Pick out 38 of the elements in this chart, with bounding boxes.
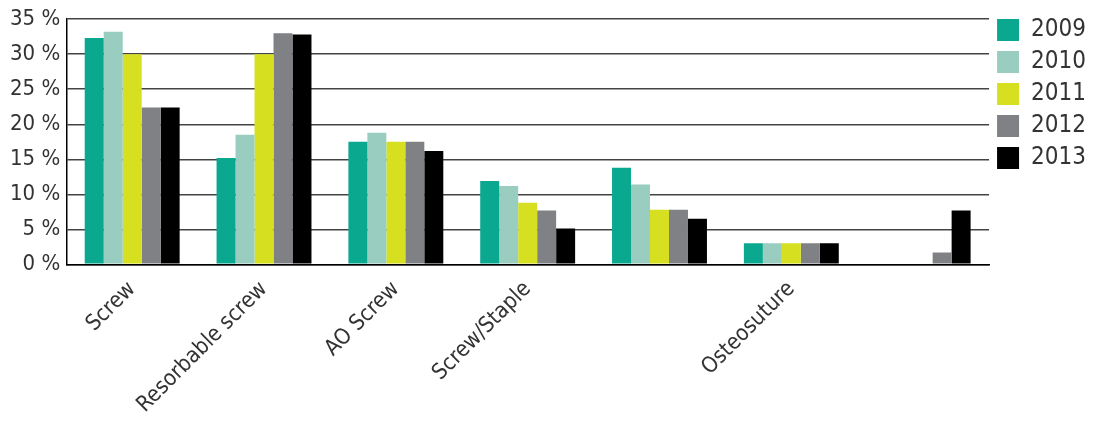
legend-label: 2011 bbox=[1031, 78, 1086, 107]
bar bbox=[122, 54, 142, 264]
bar bbox=[499, 185, 519, 264]
legend-label: 2010 bbox=[1031, 46, 1086, 75]
bar bbox=[537, 210, 557, 264]
y-tick-label: 25 % bbox=[9, 74, 61, 100]
bar bbox=[762, 243, 782, 264]
bar bbox=[273, 33, 293, 264]
bar bbox=[367, 132, 387, 264]
legend-label: 2009 bbox=[1031, 14, 1086, 43]
y-tick-label: 15 % bbox=[9, 145, 61, 170]
y-tick-label: 35 % bbox=[9, 4, 61, 30]
legend-label: 2012 bbox=[1031, 110, 1086, 139]
bar bbox=[103, 31, 123, 264]
bar bbox=[743, 243, 763, 264]
bar bbox=[631, 184, 650, 264]
bar bbox=[216, 157, 236, 264]
y-tick-label: 10 % bbox=[9, 180, 61, 206]
y-tick-label: 5 % bbox=[22, 215, 61, 241]
bar bbox=[932, 252, 952, 264]
bar bbox=[405, 141, 425, 264]
bar bbox=[650, 209, 669, 264]
y-tick-label: 20 % bbox=[9, 109, 61, 135]
bar bbox=[800, 243, 820, 264]
bar bbox=[518, 202, 538, 264]
bar bbox=[668, 209, 688, 264]
bar bbox=[84, 38, 104, 264]
bar bbox=[254, 54, 274, 264]
y-tick-label: 0 % bbox=[22, 250, 61, 276]
bar bbox=[612, 167, 632, 264]
bar bbox=[235, 134, 255, 264]
bar bbox=[781, 243, 801, 264]
bar bbox=[141, 107, 161, 264]
y-tick-label: 30 % bbox=[9, 39, 61, 65]
bar bbox=[348, 141, 368, 264]
bar bbox=[386, 141, 406, 264]
bar bbox=[480, 180, 500, 264]
legend-label: 2013 bbox=[1031, 142, 1086, 171]
